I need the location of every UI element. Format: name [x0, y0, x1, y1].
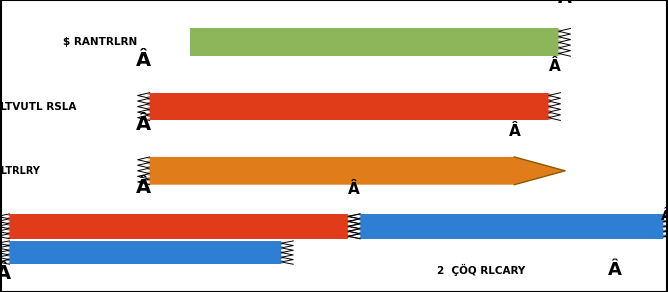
Polygon shape: [138, 93, 150, 120]
Polygon shape: [281, 241, 293, 264]
Polygon shape: [138, 157, 150, 185]
Text: Â: Â: [661, 209, 668, 223]
Text: Â: Â: [608, 261, 621, 279]
FancyBboxPatch shape: [354, 214, 668, 239]
FancyBboxPatch shape: [3, 214, 354, 239]
FancyBboxPatch shape: [190, 29, 564, 56]
Text: Â: Â: [136, 178, 151, 197]
Polygon shape: [144, 157, 565, 185]
Text: Â: Â: [136, 115, 151, 134]
FancyBboxPatch shape: [144, 93, 554, 120]
FancyBboxPatch shape: [3, 241, 287, 264]
Text: Â: Â: [508, 124, 520, 139]
Polygon shape: [0, 214, 9, 239]
Polygon shape: [0, 241, 9, 264]
Text: 2  ÇÖQ RLCARY: 2 ÇÖQ RLCARY: [437, 264, 525, 276]
Polygon shape: [348, 214, 360, 239]
Polygon shape: [548, 93, 560, 120]
Polygon shape: [348, 214, 360, 239]
Text: Â: Â: [558, 0, 571, 7]
Text: Â: Â: [0, 264, 11, 283]
Text: Â: Â: [348, 182, 360, 197]
Text: $ RANTRLRN: $ RANTRLRN: [63, 37, 137, 47]
Text: $ RLTRANVTV RTs TLTRLRY: $ RLTRANVTV RTs TLTRLRY: [0, 166, 40, 176]
Polygon shape: [558, 29, 570, 56]
Polygon shape: [663, 214, 668, 239]
Text: Â: Â: [136, 51, 151, 70]
Text: Â: Â: [548, 60, 560, 74]
Text: $ TLTVUTL RSLA: $ TLTVUTL RSLA: [0, 102, 77, 112]
